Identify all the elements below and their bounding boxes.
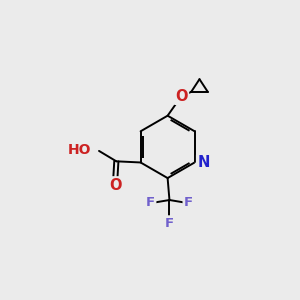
Text: F: F: [146, 196, 155, 209]
Text: HO: HO: [68, 143, 91, 157]
Text: N: N: [197, 155, 210, 170]
Text: F: F: [165, 217, 174, 230]
Text: O: O: [175, 88, 188, 104]
Text: F: F: [184, 196, 193, 209]
Text: O: O: [109, 178, 122, 193]
